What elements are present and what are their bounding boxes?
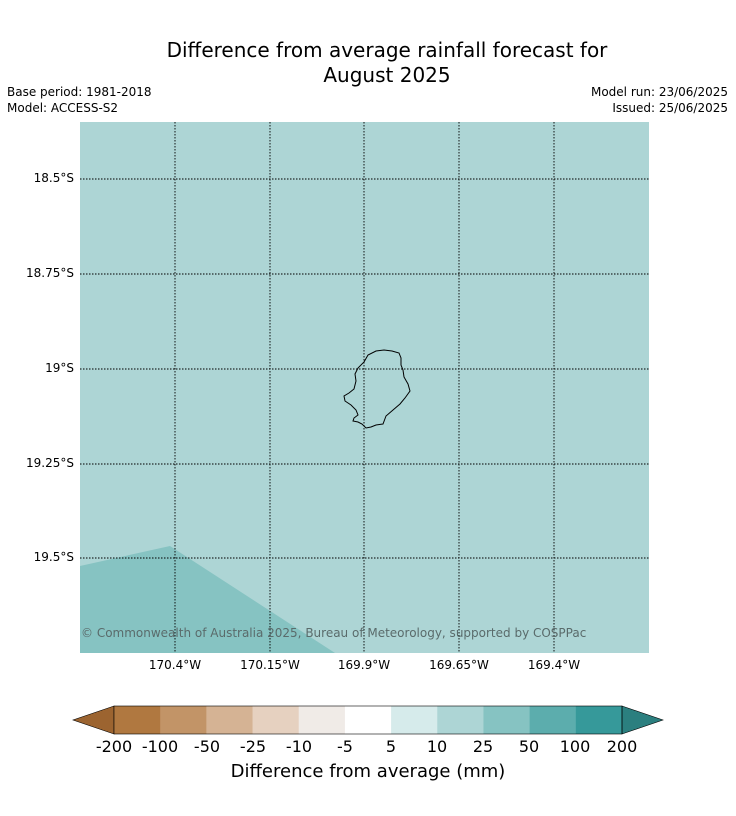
base-period: Base period: 1981-2018 [7,85,152,99]
colorbar-segment [114,706,161,734]
lon-label-5: 169.4°W [527,658,581,672]
colorbar-segment [437,706,484,734]
colorbar-segment [529,706,577,734]
colorbar-tick-8: 10 [426,737,448,756]
lon-label-3: 169.9°W [337,658,391,672]
title-line-2: August 2025 [323,63,451,87]
colorbar-extend-high [621,705,664,735]
colorbar-segment [483,706,531,734]
lat-label-4: 19.25°S [26,456,74,470]
colorbar-tick-5: -10 [285,737,313,756]
model-run: Model run: 23/06/2025 [590,85,728,99]
model-name: Model: ACCESS-S2 [7,101,119,115]
colorbar-segment [298,706,346,734]
lon-label-2: 170.15°W [240,658,300,672]
title-line-1: Difference from average rainfall forecas… [166,38,608,62]
colorbar-segment [391,706,438,734]
lat-label-5: 19.5°S [33,550,74,564]
meta-left: Base period: 1981-2018 Model: ACCESS-S2 [7,84,152,116]
lat-label-1: 18.5°S [33,171,74,185]
lon-label-4: 169.65°W [429,658,489,672]
colorbar-tick-9: 25 [472,737,494,756]
colorbar-tick-12: 200 [606,737,638,756]
colorbar-border [113,705,623,735]
colorbar-segment [206,706,254,734]
colorbar-extend-low [72,705,115,735]
colorbar-tick-11: 100 [559,737,591,756]
colorbar-svg [72,705,664,735]
issued-date: Issued: 25/06/2025 [612,101,728,115]
colorbar-tick-3: -50 [193,737,221,756]
meta-right: Model run: 23/06/2025 Issued: 25/06/2025 [591,84,728,116]
colorbar-tick-10: 50 [518,737,540,756]
lat-label-2: 18.75°S [26,266,74,280]
colorbar-segment [252,706,300,734]
copyright-text: © Commonwealth of Australia 2025, Bureau… [81,626,587,640]
map-southwest-region [80,546,335,653]
colorbar-segment [575,706,623,734]
map-svg [80,122,649,653]
colorbar-tick-4: -25 [239,737,267,756]
map-gridlines [80,122,649,653]
map-panel [80,122,649,653]
colorbar-tick-7: 5 [385,737,397,756]
colorbar [72,704,664,740]
colorbar-tick-1: -200 [95,737,133,756]
colorbar-label: Difference from average (mm) [230,761,506,782]
chart-title: Difference from average rainfall forecas… [0,38,736,88]
lon-label-1: 170.4°W [148,658,202,672]
island-outline [343,349,411,429]
lat-label-3: 19°S [45,361,74,375]
colorbar-tick-2: -100 [141,737,179,756]
colorbar-tick-6: -5 [337,737,353,756]
colorbar-segment [160,706,207,734]
colorbar-segment [344,706,392,734]
